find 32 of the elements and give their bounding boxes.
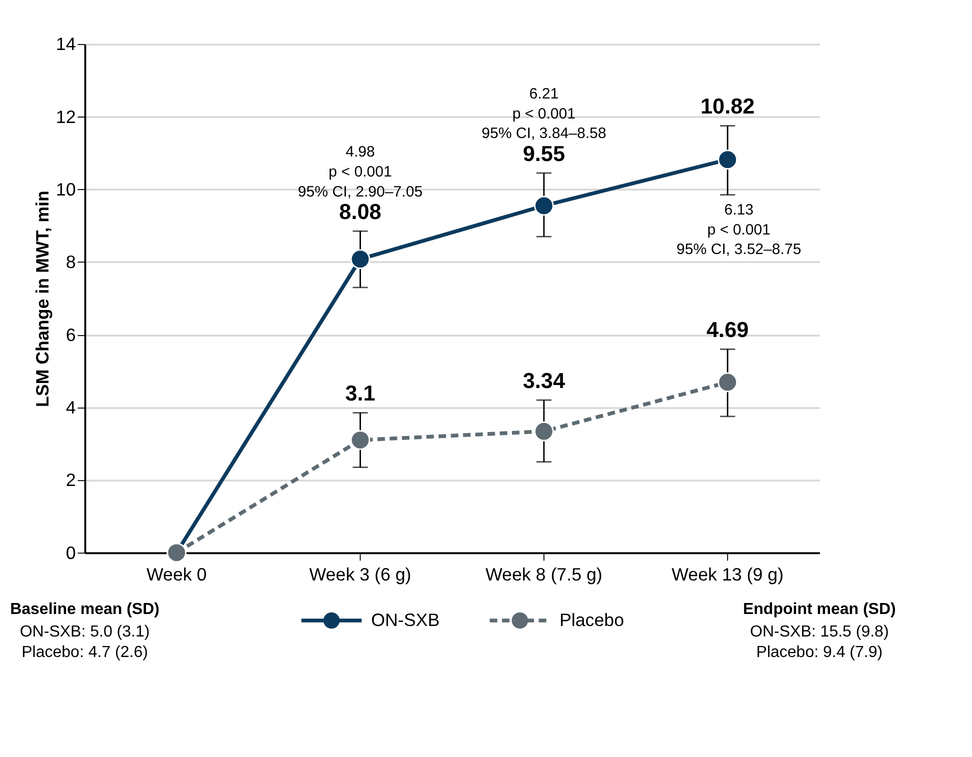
y-tick-label: 8: [66, 252, 76, 272]
point: [350, 249, 370, 269]
point: [350, 430, 370, 450]
point: [534, 196, 554, 216]
y-tick-label: 12: [56, 106, 76, 127]
y-tick-label: 4: [66, 397, 76, 418]
annotation: 6.21 p < 0.001 95% CI, 3.84–8.58: [482, 86, 606, 142]
data-label: 3.1: [345, 380, 376, 406]
x-tick-label: Week 13 (9 g): [672, 564, 784, 584]
data-label: 10.82: [700, 94, 755, 119]
y-axis-title: LSM Change in MWT, min: [32, 190, 52, 408]
legend-label: Placebo: [559, 610, 624, 630]
legend-label: ON-SXB: [371, 610, 440, 630]
x-tick-label: Week 3 (6 g): [309, 564, 412, 584]
data-label: 3.34: [522, 368, 566, 393]
y-tick-label: 2: [66, 470, 76, 490]
data-label: 9.55: [522, 140, 566, 166]
data-label: 4.69: [706, 316, 749, 342]
x-tick-label: Week 0: [146, 564, 207, 584]
y-tick-label: 6: [66, 324, 76, 345]
text: Endpoint mean (SD) ON-SXB: 15.5 (9.8) Placebo: 9.4 (7.9): [742, 600, 896, 662]
point: [718, 372, 738, 392]
point: [534, 421, 554, 442]
y-tick-label: 10: [56, 179, 76, 200]
y-tick-label: 0: [66, 542, 76, 563]
y-tick-label: 14: [56, 34, 76, 54]
text: Baseline mean (SD) ON-SXB: 5.0 (3.1) Placebo: 4.7 (2.6): [10, 600, 160, 662]
annotation: 6.13 p < 0.001 95% CI, 3.52–8.75: [676, 202, 802, 258]
x-tick-label: Week 8 (7.5 g): [485, 564, 602, 584]
point: [718, 150, 738, 170]
annotation: 4.98 p < 0.001 95% CI, 2.90–7.05: [298, 144, 423, 200]
data-label: 8.08: [339, 198, 382, 224]
